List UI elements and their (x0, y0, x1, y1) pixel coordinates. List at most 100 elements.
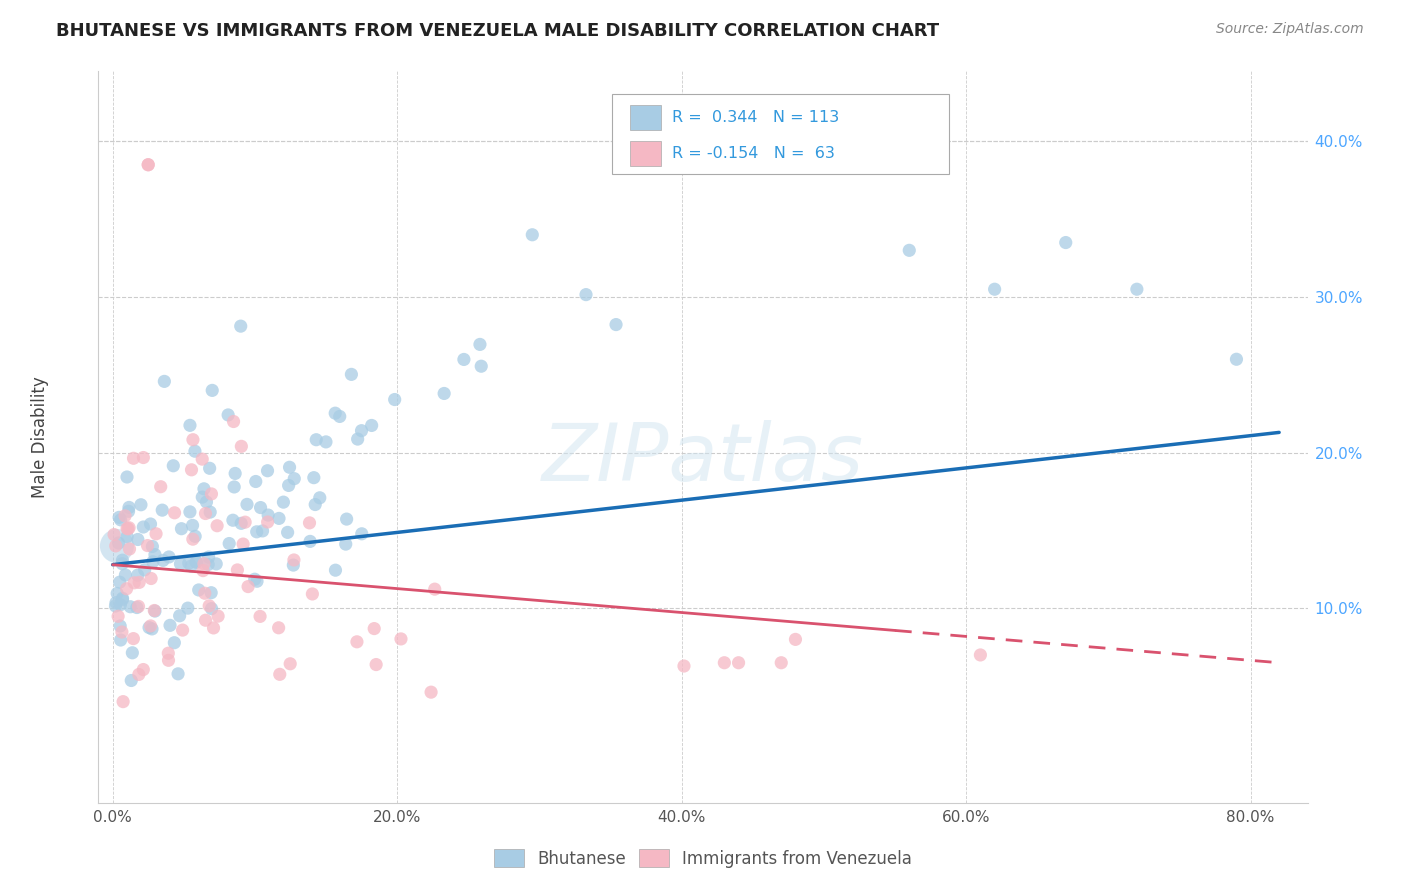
Point (898, 244, 921, 258)
Point (132, 450, 155, 465)
Point (198, 599, 221, 613)
Point (153, 375, 176, 389)
Point (108, 510, 131, 524)
Point (136, 539, 159, 553)
Point (115, 530, 138, 544)
Point (191, 452, 214, 467)
Point (128, 575, 150, 590)
Point (363, 622, 385, 636)
Point (191, 490, 214, 504)
Point (727, 656, 749, 670)
Point (224, 480, 246, 494)
Point (257, 508, 280, 522)
Legend: Bhutanese, Immigrants from Venezuela: Bhutanese, Immigrants from Venezuela (494, 849, 912, 868)
Point (200, 487, 222, 501)
Point (243, 572, 266, 586)
Text: ZIPatlas: ZIPatlas (541, 420, 865, 498)
Point (350, 526, 373, 541)
Text: R =  0.344   N = 113: R = 0.344 N = 113 (672, 111, 839, 125)
Point (180, 559, 202, 574)
Point (273, 495, 295, 509)
Point (205, 557, 228, 571)
Point (128, 599, 150, 614)
Point (329, 409, 352, 424)
Point (163, 506, 186, 520)
Point (1126, 282, 1149, 296)
Point (122, 575, 145, 590)
Point (423, 582, 446, 596)
Point (105, 596, 128, 610)
Point (231, 439, 253, 453)
Point (389, 632, 412, 646)
Point (233, 515, 256, 529)
Point (110, 513, 132, 527)
Point (222, 513, 245, 527)
Point (139, 572, 162, 586)
Point (201, 384, 224, 398)
Point (115, 582, 138, 596)
Point (194, 586, 217, 600)
Point (200, 601, 222, 615)
Point (157, 549, 180, 564)
Point (114, 508, 136, 523)
Point (107, 536, 129, 550)
Point (120, 673, 142, 688)
Point (141, 622, 163, 636)
Point (104, 539, 127, 553)
Point (217, 408, 239, 422)
Point (194, 613, 217, 627)
Point (142, 555, 165, 569)
Point (713, 656, 735, 670)
Point (169, 557, 191, 571)
Point (360, 418, 382, 433)
Point (785, 632, 807, 647)
Point (468, 337, 491, 351)
Point (136, 158, 159, 172)
Point (180, 463, 202, 477)
Point (163, 636, 186, 650)
Point (304, 498, 326, 512)
Point (186, 555, 208, 569)
Point (197, 550, 219, 565)
Point (346, 635, 368, 649)
Point (983, 282, 1005, 296)
Point (118, 521, 141, 535)
Point (128, 667, 150, 681)
Point (277, 478, 299, 492)
Point (470, 359, 492, 374)
Point (187, 582, 209, 597)
Point (305, 433, 328, 447)
Point (575, 287, 598, 301)
Point (193, 557, 215, 571)
Point (169, 608, 191, 623)
Point (249, 500, 271, 515)
Point (770, 656, 793, 670)
Point (202, 621, 225, 635)
Point (104, 599, 127, 613)
Point (246, 524, 269, 539)
Point (159, 618, 181, 632)
Point (245, 475, 267, 489)
Point (152, 553, 174, 567)
Point (236, 580, 259, 594)
Point (111, 553, 134, 567)
Point (115, 521, 138, 535)
Point (298, 516, 321, 530)
Point (162, 458, 184, 473)
Text: BHUTANESE VS IMMIGRANTS FROM VENEZUELA MALE DISABILITY CORRELATION CHART: BHUTANESE VS IMMIGRANTS FROM VENEZUELA M… (56, 22, 939, 40)
Point (283, 472, 305, 486)
Point (143, 548, 166, 562)
Point (184, 444, 207, 458)
Point (193, 482, 215, 496)
Point (224, 467, 246, 481)
Point (249, 609, 271, 624)
Text: Male Disability: Male Disability (31, 376, 49, 498)
Point (149, 480, 172, 494)
Point (112, 695, 135, 709)
Point (420, 685, 443, 699)
Point (308, 491, 330, 505)
Point (336, 512, 359, 526)
Point (335, 537, 357, 551)
Point (283, 558, 305, 573)
Point (167, 666, 190, 681)
